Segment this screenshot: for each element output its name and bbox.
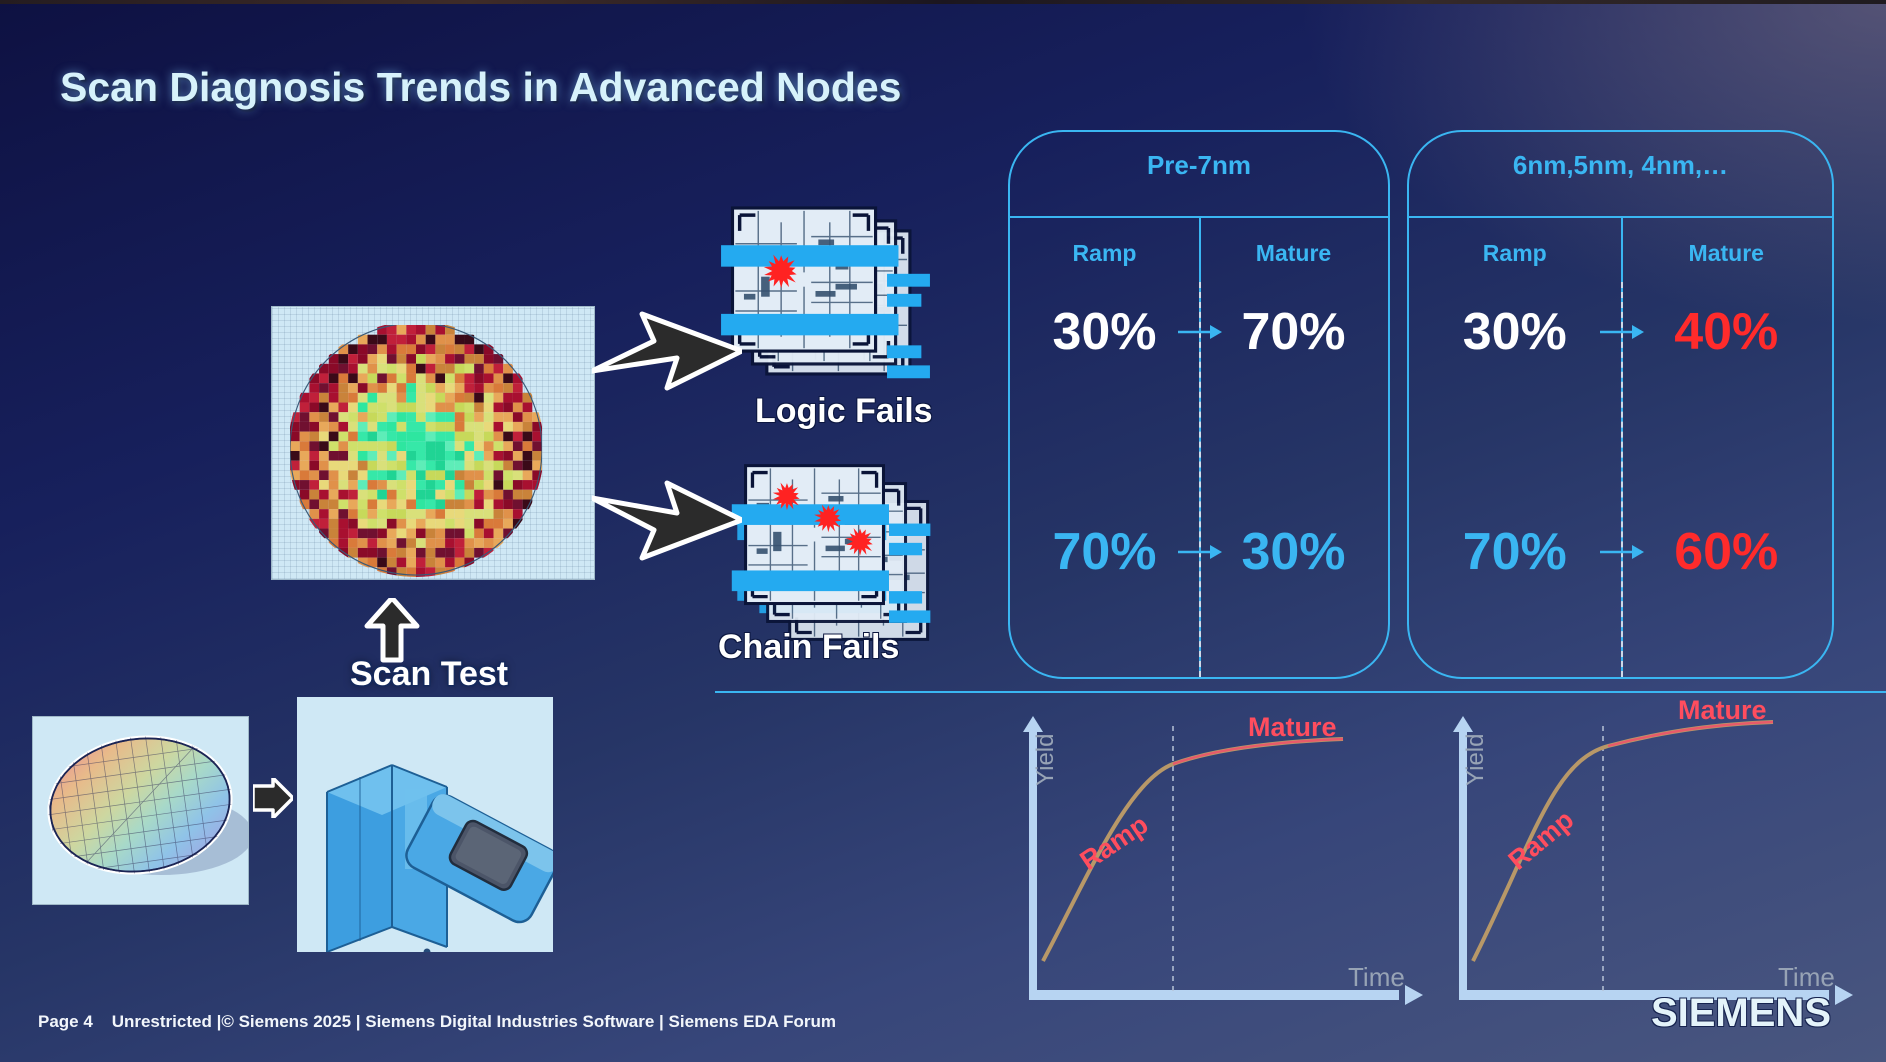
svg-text:Time: Time [1348,962,1405,992]
svg-text:Ramp: Ramp [1075,809,1154,876]
svg-text:Yield: Yield [1462,734,1489,786]
svg-text:Time: Time [1778,962,1835,992]
svg-text:Mature: Mature [1248,712,1337,742]
svg-text:Yield: Yield [1032,734,1059,786]
svg-text:Mature: Mature [1678,695,1767,725]
